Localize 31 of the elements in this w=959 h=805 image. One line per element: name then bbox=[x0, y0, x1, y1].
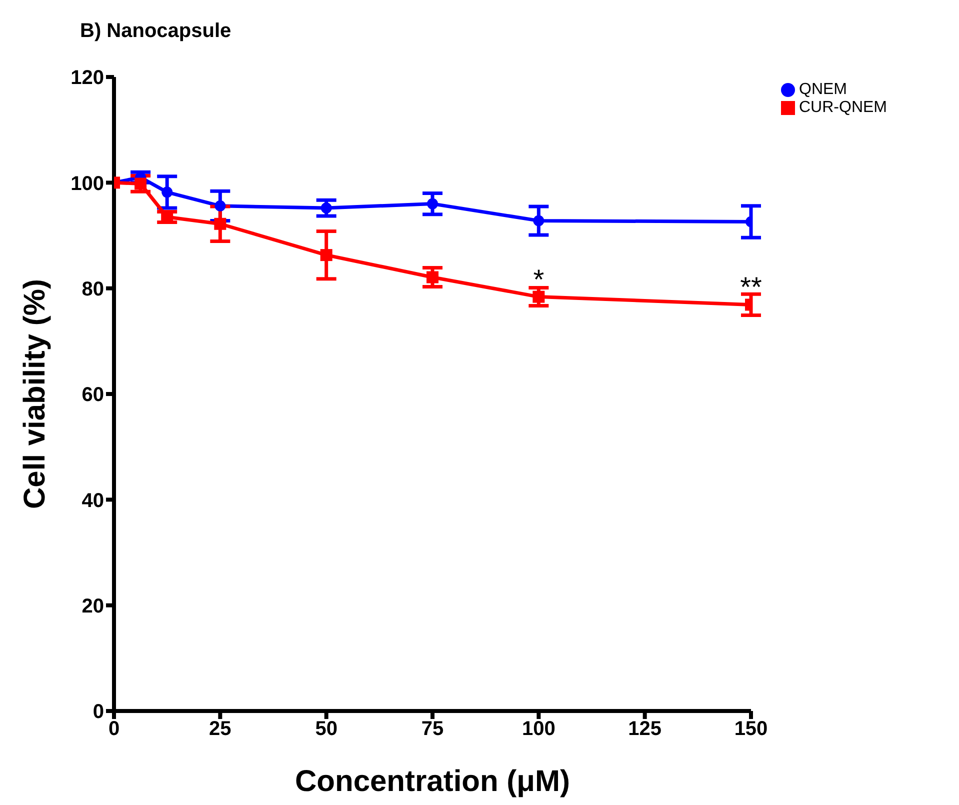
point bbox=[320, 249, 332, 262]
point bbox=[320, 202, 332, 214]
chart-title: B) Nanocapsule bbox=[80, 20, 232, 43]
y-tick-label: 120 bbox=[70, 67, 104, 90]
x-tick-label: 150 bbox=[734, 718, 768, 740]
point bbox=[533, 215, 544, 226]
y-tick-label: 40 bbox=[82, 490, 104, 512]
y-tick-label: 80 bbox=[82, 278, 104, 300]
x-tick-label: 100 bbox=[522, 718, 556, 740]
point bbox=[134, 178, 147, 190]
legend-label: CUR-QNEM bbox=[799, 99, 887, 116]
y-axis-title: Cell viability (%) bbox=[18, 278, 52, 510]
y-tick-label: 100 bbox=[70, 172, 104, 195]
annotation: ** bbox=[740, 272, 762, 303]
x-tick-label: 125 bbox=[628, 718, 662, 740]
point bbox=[214, 200, 226, 212]
point bbox=[214, 218, 226, 230]
x-tick-label: 25 bbox=[209, 718, 232, 740]
point bbox=[162, 186, 173, 198]
y-tick-label: 60 bbox=[82, 384, 104, 406]
x-tick-label: 0 bbox=[108, 718, 120, 740]
y-tick-label: 0 bbox=[92, 701, 104, 724]
annotation: * bbox=[533, 264, 544, 295]
x-axis-title: Concentration (μM) bbox=[295, 765, 570, 798]
point bbox=[426, 271, 438, 284]
y-tick-label: 20 bbox=[82, 595, 104, 618]
point bbox=[427, 198, 438, 210]
legend-label: QNEM bbox=[799, 81, 847, 98]
point bbox=[532, 290, 545, 303]
x-tick-label: 75 bbox=[421, 718, 444, 740]
x-tick-label: 50 bbox=[315, 718, 338, 740]
